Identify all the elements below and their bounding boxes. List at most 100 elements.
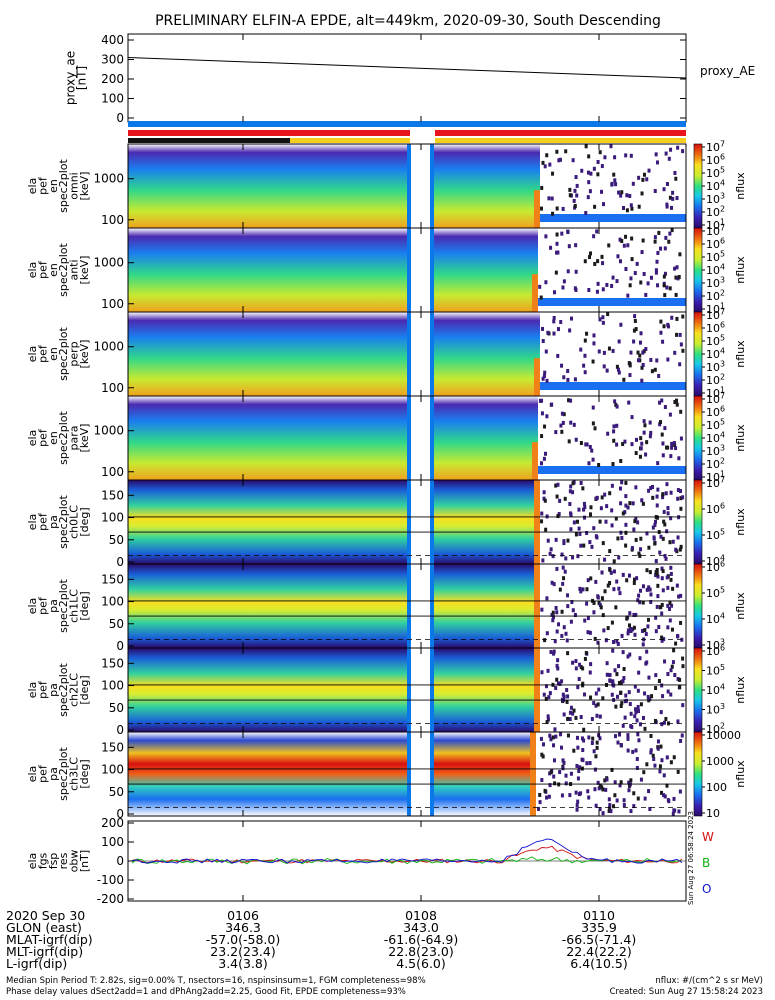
spectrogram-left (128, 732, 407, 816)
noise-pixel (592, 341, 596, 346)
noise-pixel (624, 693, 628, 698)
created-timestamp: Created: Sun Aug 27 15:58:24 2023 (609, 987, 763, 997)
y-tick-label: 0 (116, 854, 124, 868)
noise-pixel (639, 777, 643, 782)
noise-pixel (551, 610, 555, 615)
noise-pixel (660, 566, 664, 571)
noise-pixel (566, 604, 570, 609)
noise-pixel (640, 441, 644, 446)
proxy-ae-y-label: proxy_ae[nT] (63, 51, 88, 105)
noise-pixel (651, 525, 655, 530)
noise-pixel (666, 625, 670, 630)
noise-pixel (678, 332, 682, 337)
panel-frame (127, 731, 687, 817)
noise-pixel (620, 238, 624, 243)
noise-pixel (661, 536, 665, 541)
noise-pixel (675, 265, 679, 270)
side-timestamp: Sun Aug 27 06:58:24 2023 (687, 811, 695, 905)
noise-pixel (541, 376, 545, 381)
noise-pixel (669, 454, 673, 459)
noise-pixel (561, 758, 565, 763)
noise-pixel (569, 771, 573, 776)
noise-pixel (579, 480, 583, 485)
y-tick-label: 100 (101, 381, 124, 395)
noise-pixel (615, 442, 619, 447)
noise-pixel (671, 190, 675, 195)
colorbar-tick-label: 1000 (706, 755, 734, 768)
noise-pixel (617, 555, 621, 560)
noise-pixel (550, 612, 554, 617)
noise-pixel (632, 791, 636, 796)
noise-pixel (606, 626, 610, 631)
status-bar-red-left (128, 130, 410, 136)
y-label-line: ela (26, 514, 39, 531)
noise-pixel (641, 177, 645, 182)
noise-pixel (543, 638, 547, 643)
noise-pixel (556, 482, 560, 487)
noise-pixel (648, 807, 652, 812)
noise-pixel (629, 809, 633, 814)
noise-pixel (661, 569, 665, 574)
noise-pixel (617, 680, 621, 685)
spectrogram-panel-2: 1001000elapefenspec2plotanti[keV]1011021… (26, 224, 747, 316)
noise-pixel (566, 377, 570, 382)
noise-pixel (623, 715, 627, 720)
y-tick-label: -100 (97, 873, 124, 887)
colorbar-tick-label: 102 (706, 289, 725, 303)
noise-pixel (632, 625, 636, 630)
noise-pixel (540, 411, 544, 416)
noise-pixel (549, 649, 553, 654)
background-band (538, 298, 686, 306)
noise-pixel (634, 748, 638, 753)
noise-pixel (641, 501, 645, 506)
noise-pixel (639, 436, 643, 441)
noise-pixel (556, 353, 560, 358)
noise-pixel (639, 702, 643, 707)
proxy-ae-panel: 0 100 200 300 400 proxy_AE proxy_ae[nT] (63, 33, 755, 125)
y-label-line: pef (36, 344, 49, 363)
noise-pixel (586, 789, 590, 794)
noise-pixel (636, 688, 640, 693)
noise-pixel (568, 328, 572, 333)
noise-pixel (611, 462, 615, 467)
colorbar-tick-label: 103 (706, 276, 725, 290)
footer-cell: 0108 (405, 908, 437, 923)
noise-pixel (602, 628, 606, 633)
noise-pixel (658, 769, 662, 774)
status-bar-yellow-right (435, 138, 686, 143)
noise-pixel (675, 332, 679, 337)
noise-pixel (635, 261, 639, 266)
noise-pixel (551, 615, 555, 620)
y-label-line: spec2plot (57, 243, 70, 297)
noise-pixel (604, 787, 608, 792)
noise-pixel (671, 586, 675, 591)
noise-pixel (634, 451, 638, 456)
noise-pixel (632, 339, 636, 344)
noise-pixel (633, 314, 637, 319)
noise-pixel (677, 809, 681, 814)
noise-pixel (650, 694, 654, 699)
noise-pixel (551, 618, 555, 623)
noise-pixel (642, 770, 646, 775)
noise-pixel (565, 688, 569, 693)
noise-pixel (607, 243, 611, 248)
spectrogram-right (434, 396, 538, 480)
noise-pixel (669, 490, 673, 495)
noise-pixel (671, 539, 675, 544)
noise-pixel (596, 780, 600, 785)
noise-pixel (625, 616, 629, 621)
noise-pixel (572, 198, 576, 203)
colorbar-tick-label: 103 (706, 638, 725, 652)
noise-pixel (562, 541, 566, 546)
noise-pixel (646, 624, 650, 629)
noise-pixel (600, 596, 604, 601)
noise-pixel (610, 483, 614, 488)
noise-pixel (548, 733, 552, 738)
y-label-line: en (47, 263, 60, 277)
noise-pixel (610, 508, 614, 513)
noise-pixel (612, 559, 616, 564)
noise-pixel (659, 420, 663, 425)
y-label-line: en (47, 431, 60, 445)
